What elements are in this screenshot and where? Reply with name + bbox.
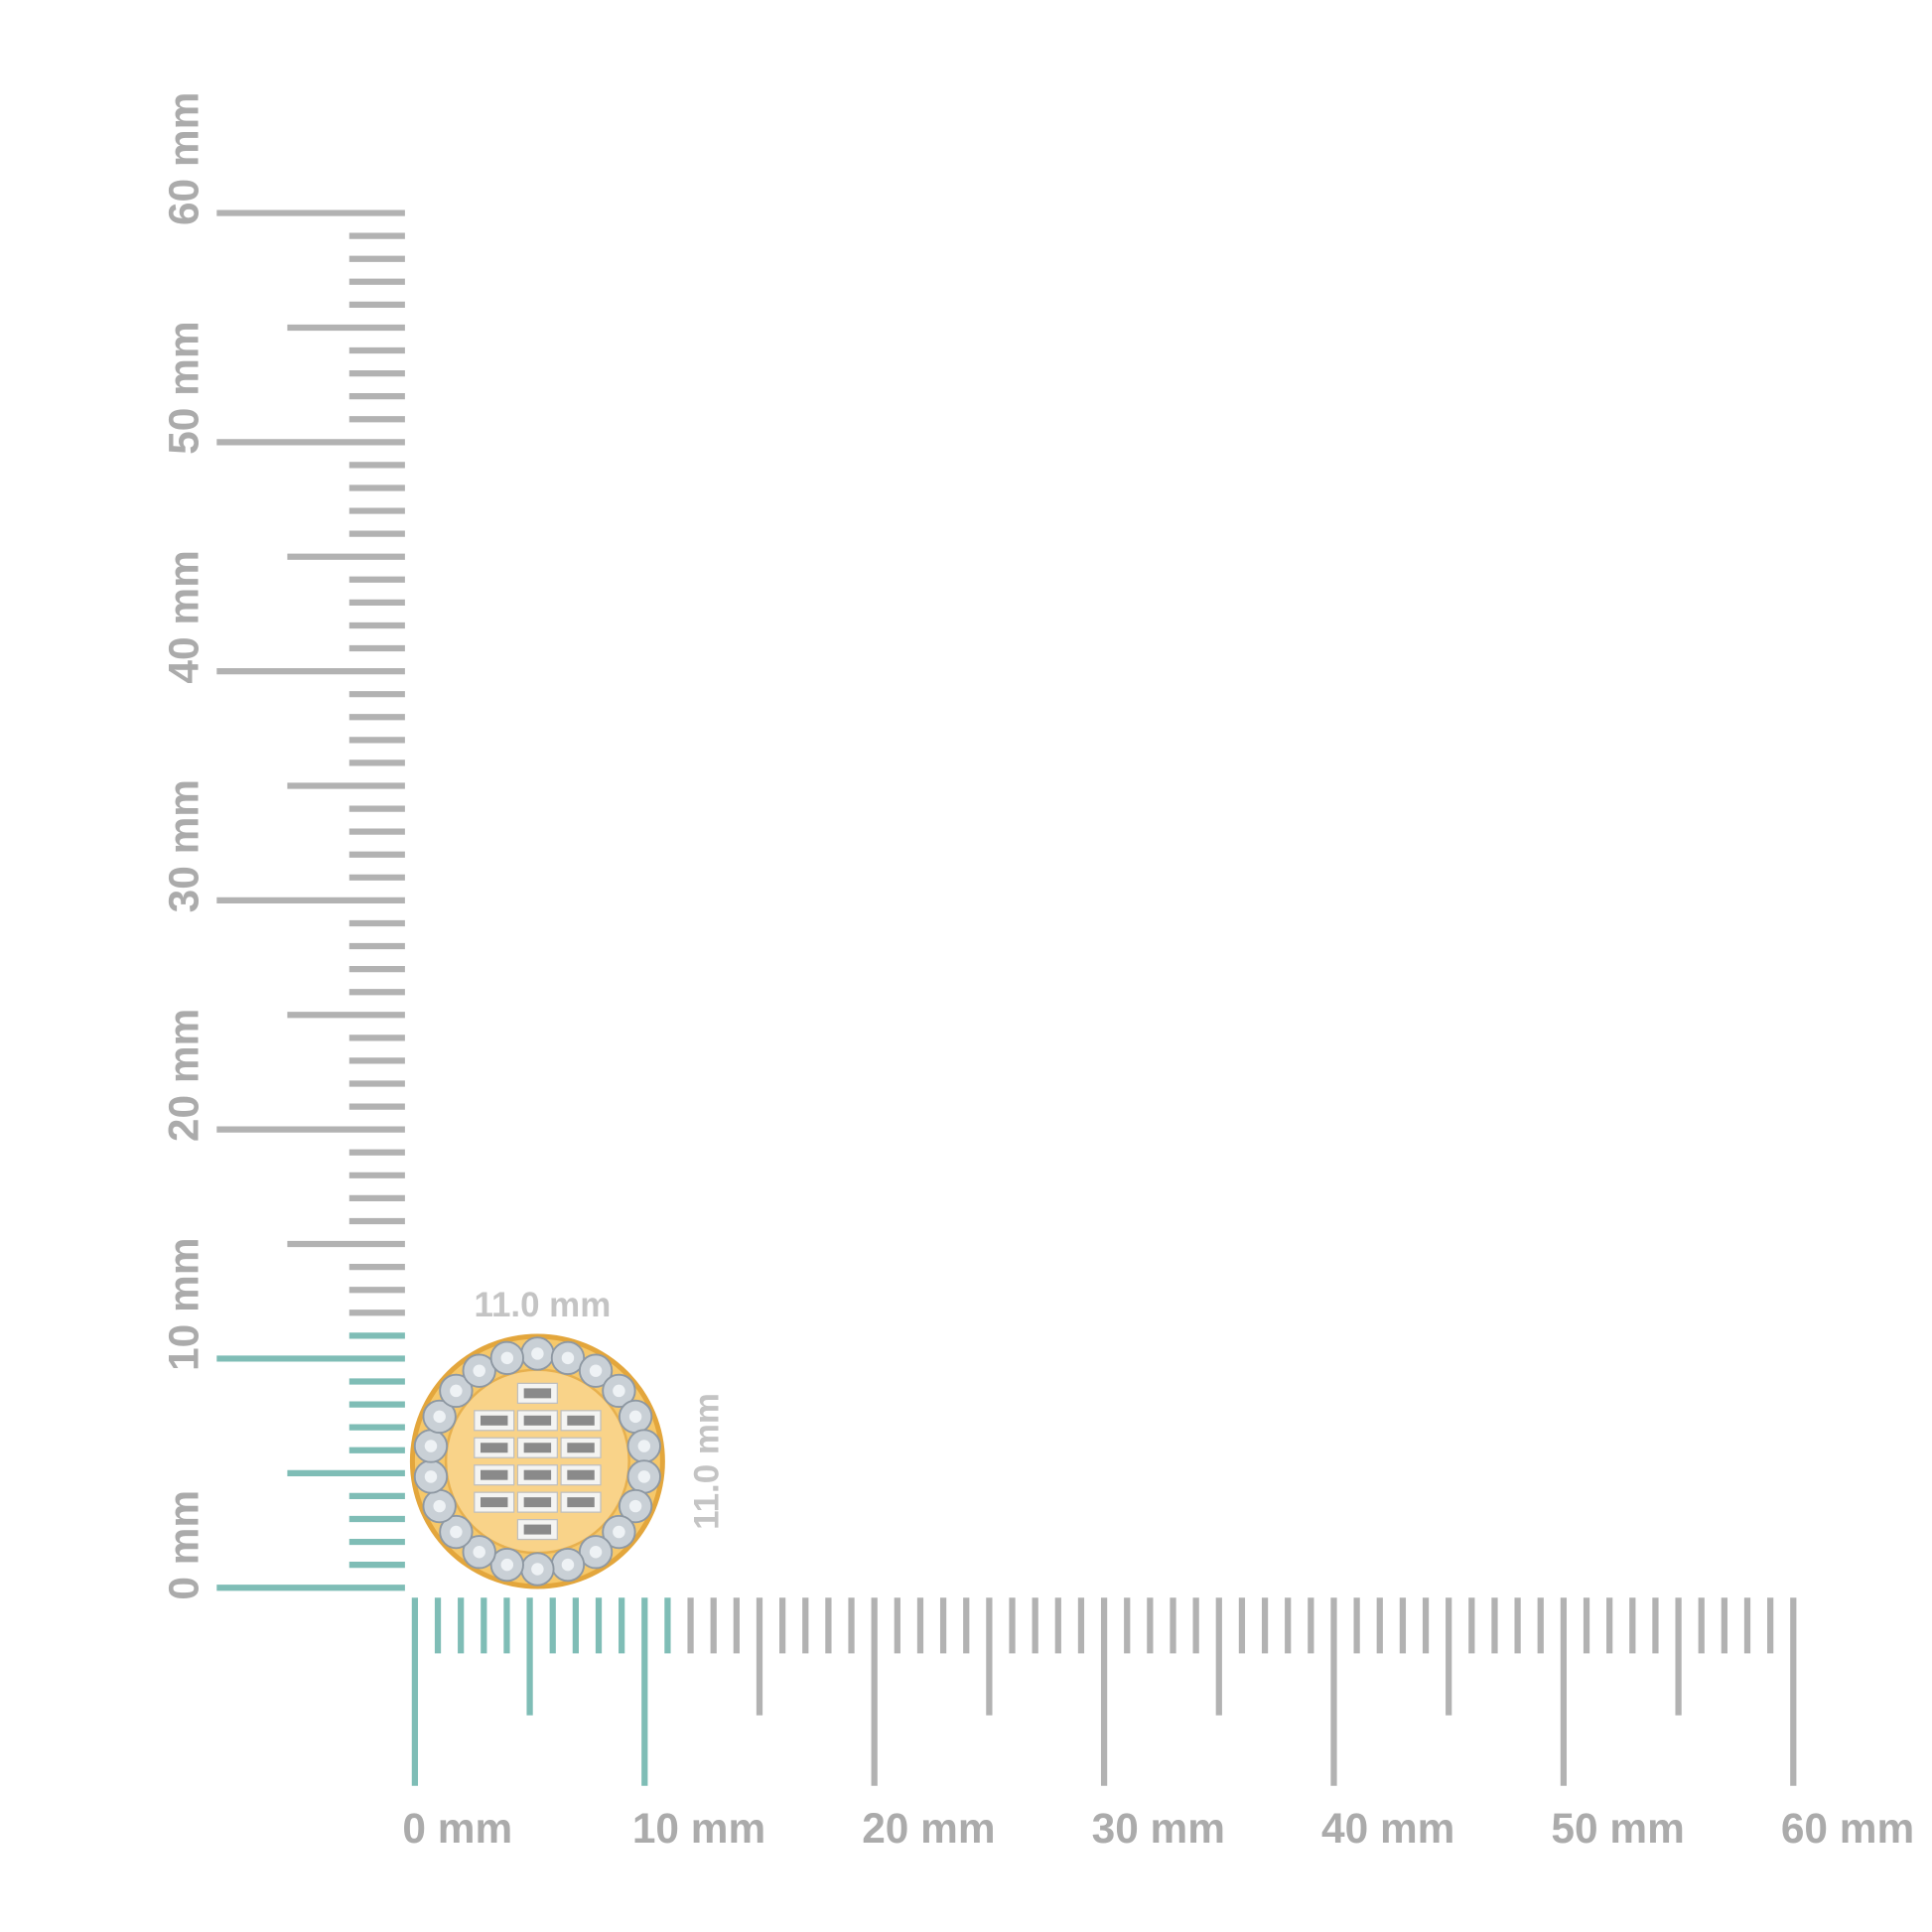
round-diamond: [578, 1353, 614, 1388]
baguette-diamond: [560, 1437, 602, 1458]
horizontal-ruler-label: 30 mm: [1092, 1805, 1225, 1852]
round-diamond: [578, 1535, 614, 1570]
round-diamond: [602, 1514, 636, 1550]
vertical-ruler: [216, 209, 405, 1591]
baguette-diamond: [516, 1518, 558, 1541]
round-diamond: [618, 1488, 653, 1524]
baguette-diamond: [560, 1491, 602, 1513]
round-diamond: [439, 1373, 474, 1409]
baguette-diamond: [474, 1491, 515, 1513]
round-diamond: [489, 1340, 524, 1375]
round-diamond: [462, 1353, 496, 1388]
baguette-diamond: [516, 1410, 558, 1432]
baguette-diamond: [560, 1464, 602, 1486]
round-diamond: [602, 1373, 636, 1409]
height-dimension-label: 11.0 mm: [688, 1393, 727, 1530]
horizontal-ruler-label: 40 mm: [1321, 1805, 1454, 1852]
horizontal-ruler-label: 0 mm: [402, 1805, 512, 1852]
round-diamond: [550, 1340, 586, 1375]
horizontal-ruler-labels: 0 mm 10 mm 20 mm 30 mm 40 mm 50 mm 60 mm: [402, 1805, 1914, 1852]
horizontal-ruler-label: 20 mm: [862, 1805, 995, 1852]
baguette-diamond: [474, 1437, 515, 1458]
horizontal-ruler: [411, 1597, 1797, 1786]
round-diamond: [520, 1552, 555, 1587]
horizontal-ruler-label: 50 mm: [1551, 1805, 1684, 1852]
earring-image: [409, 1333, 665, 1589]
baguette-diamond: [474, 1464, 515, 1486]
vertical-ruler-label: 40 mm: [161, 550, 207, 683]
round-diamond: [439, 1514, 474, 1550]
baguette-diamond: [516, 1491, 558, 1513]
baguette-diamond: [516, 1437, 558, 1458]
horizontal-ruler-label: 60 mm: [1781, 1805, 1914, 1852]
vertical-ruler-label: 10 mm: [161, 1238, 207, 1371]
vertical-ruler-label: 0 mm: [161, 1490, 207, 1600]
round-diamond: [413, 1459, 449, 1494]
round-diamond: [626, 1459, 661, 1494]
round-diamond: [462, 1535, 496, 1570]
round-diamond: [413, 1429, 449, 1463]
horizontal-ruler-label: 10 mm: [632, 1805, 765, 1852]
vertical-ruler-label: 60 mm: [161, 92, 207, 225]
baguette-diamond: [474, 1410, 515, 1432]
baguette-diamond: [560, 1410, 602, 1432]
round-diamond: [422, 1488, 457, 1524]
baguette-diamond: [516, 1382, 558, 1404]
baguette-diamond: [516, 1464, 558, 1486]
round-diamond: [422, 1399, 457, 1435]
vertical-ruler-labels: 0 mm 10 mm 20 mm 30 mm 40 mm 50 mm 60 mm: [161, 92, 207, 1600]
vertical-ruler-label: 20 mm: [161, 1009, 207, 1142]
round-diamond: [520, 1336, 555, 1371]
round-diamond: [626, 1429, 661, 1463]
round-diamond: [550, 1547, 586, 1583]
vertical-ruler-label: 30 mm: [161, 779, 207, 912]
round-diamond: [618, 1399, 653, 1435]
vertical-ruler-label: 50 mm: [161, 321, 207, 454]
width-dimension-label: 11.0 mm: [474, 1286, 611, 1324]
round-diamond: [489, 1547, 524, 1583]
